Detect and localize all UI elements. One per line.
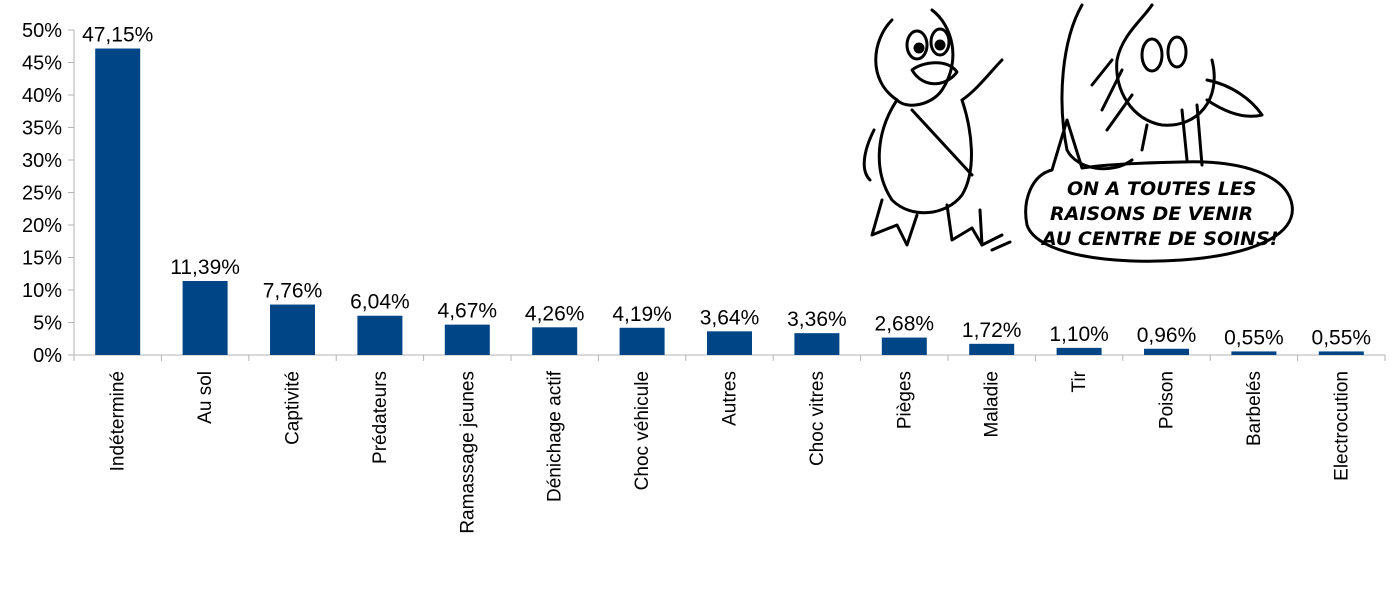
bar (619, 327, 665, 355)
bar (182, 280, 228, 355)
bar (1231, 351, 1277, 355)
x-category-label: Prédateurs (370, 371, 391, 464)
x-category-label: Dénichage actif (545, 370, 566, 502)
y-tick-label: 30% (22, 150, 62, 172)
chart-bars (95, 48, 1364, 356)
bar (95, 48, 141, 356)
bar-value-label: 0,96% (1137, 324, 1197, 347)
bar-value-label: 2,68% (875, 313, 935, 336)
bar-value-label: 47,15% (82, 24, 153, 47)
bar-value-label: 3,64% (700, 306, 760, 329)
bar-value-label: 3,36% (787, 308, 847, 331)
bar-value-label: 11,39% (170, 256, 240, 279)
bar-value-label: 4,67% (438, 300, 498, 323)
x-category-label: Au sol (195, 371, 216, 424)
bar-value-label: 4,26% (525, 302, 585, 325)
bar (357, 315, 403, 355)
bar (707, 331, 752, 355)
y-tick-label: 0% (33, 345, 62, 367)
x-category-label: Tir (1069, 370, 1090, 392)
bar-value-label: 0,55% (1224, 326, 1284, 349)
x-category-label: Poison (1157, 371, 1178, 429)
y-tick-label: 40% (22, 85, 62, 107)
y-tick-label: 25% (22, 183, 62, 205)
speech-bubble-line: RAISONS DE VENIR (1050, 203, 1253, 225)
bar-value-label: 1,72% (962, 319, 1022, 342)
bar (270, 304, 315, 355)
x-category-label: Captivité (283, 371, 304, 445)
x-category-label: Indéterminé (108, 371, 129, 471)
bar (881, 337, 927, 355)
bar (1056, 347, 1102, 355)
bar (969, 343, 1015, 355)
y-tick-label: 35% (22, 118, 62, 140)
chart-y-labels: 0% 5% 10% 15% 20% 25% 30% 35% 40% 45% 50% (22, 20, 62, 367)
duck-cartoon-illustration: ON A TOUTES LES RAISONS DE VENIR AU CENT… (862, 3, 1294, 263)
x-category-label: Choc véhicule (632, 371, 653, 490)
bar-value-label: 4,19% (612, 303, 672, 326)
speech-bubble-text: ON A TOUTES LES RAISONS DE VENIR AU CENT… (1040, 178, 1278, 250)
y-tick-label: 50% (22, 20, 62, 42)
bar (1144, 348, 1189, 355)
speech-bubble-line: AU CENTRE DE SOINS! (1040, 228, 1278, 250)
bar-value-label: 1,10% (1049, 323, 1109, 346)
x-category-label: Autres (720, 371, 741, 426)
y-tick-label: 5% (33, 313, 62, 335)
bar-value-label: 6,04% (350, 291, 410, 314)
bar (444, 324, 490, 355)
bar (794, 333, 840, 355)
x-category-label: Electrocution (1331, 371, 1352, 481)
bar (532, 327, 578, 355)
x-category-label: Barbelés (1244, 371, 1265, 446)
chart-x-labels: Indéterminé Au sol Captivité Prédateurs Rama… (108, 370, 1353, 533)
bar (1318, 351, 1364, 355)
chart-value-labels: 47,15% 11,39% 7,76% 6,04% 4,67% 4,26% 4,19% 3,6… (82, 24, 1371, 350)
x-category-label: Choc vitres (807, 371, 828, 466)
bar-value-label: 7,76% (263, 280, 323, 303)
x-category-label: Ramassage jeunes (457, 371, 478, 534)
x-category-label: Maladie (982, 371, 1003, 438)
x-category-label: Pièges (894, 371, 915, 429)
y-tick-label: 20% (22, 215, 62, 237)
speech-bubble-line: ON A TOUTES LES (1067, 178, 1257, 200)
y-tick-label: 45% (22, 53, 62, 75)
y-tick-label: 10% (22, 280, 62, 302)
bar-value-label: 0,55% (1312, 326, 1372, 349)
y-tick-label: 15% (22, 248, 62, 270)
